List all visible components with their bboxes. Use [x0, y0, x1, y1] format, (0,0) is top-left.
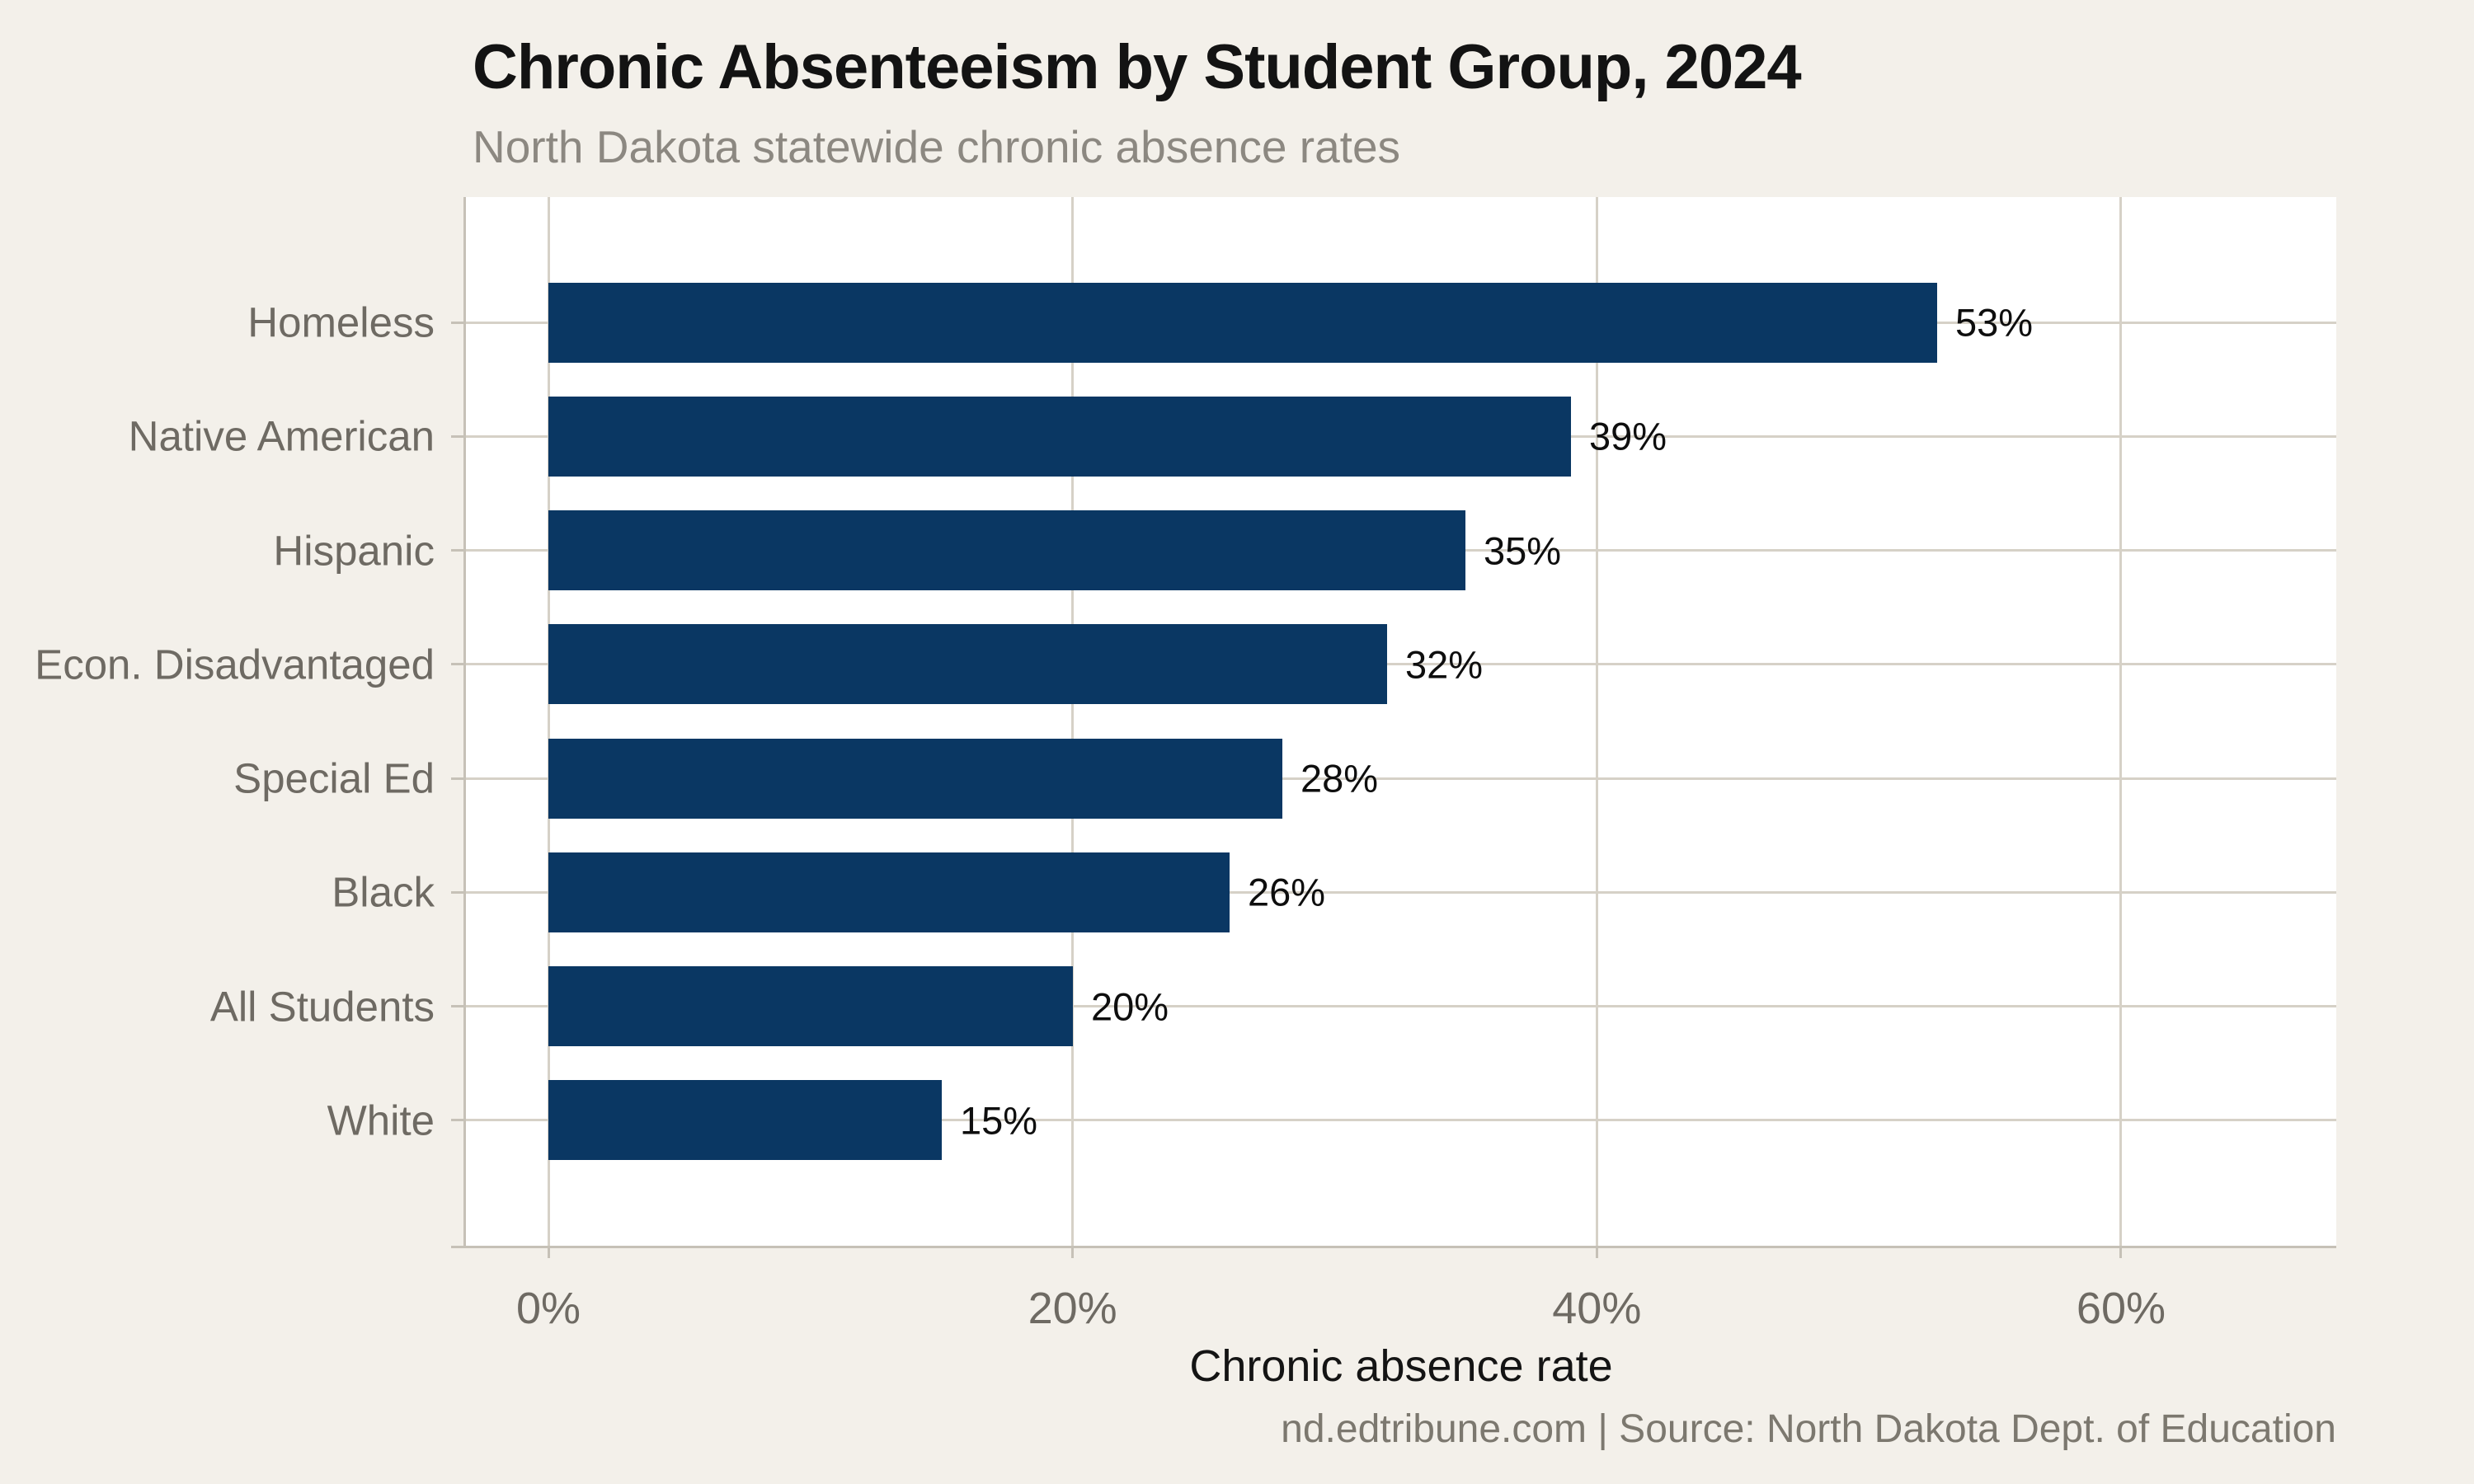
- bar-value-label: 20%: [1091, 984, 1169, 1029]
- horizontal-gridline: [466, 663, 2336, 666]
- vertical-gridline: [547, 197, 550, 1246]
- y-tick-label: Hispanic: [273, 527, 435, 575]
- vertical-gridline: [1595, 197, 1598, 1246]
- y-axis-line: [463, 197, 466, 1248]
- chart-subtitle: North Dakota statewide chronic absence r…: [473, 121, 1401, 172]
- y-tick-label: Black: [332, 868, 435, 916]
- source-caption: nd.edtribune.com | Source: North Dakota …: [1281, 1407, 2336, 1451]
- bar-value-label: 53%: [1955, 300, 2034, 345]
- horizontal-gridline: [466, 777, 2336, 780]
- horizontal-gridline: [466, 1119, 2336, 1122]
- x-tick-mark: [547, 1246, 550, 1258]
- horizontal-gridline: [466, 1005, 2336, 1008]
- vertical-gridline: [1071, 197, 1075, 1246]
- bar-value-label: 35%: [1484, 528, 1562, 573]
- y-tick-mark: [451, 434, 466, 438]
- plot-area: 53% 39% 35% 32% 28% 26% 20% 15%: [451, 197, 2336, 1258]
- x-axis-line: [451, 1246, 2336, 1248]
- bar-value-label: 15%: [960, 1098, 1038, 1143]
- x-tick-label: 20%: [1028, 1284, 1117, 1333]
- y-tick-label: All Students: [209, 983, 435, 1031]
- y-tick-mark: [451, 1119, 466, 1122]
- y-tick-mark: [451, 321, 466, 324]
- vertical-gridline: [2119, 197, 2123, 1246]
- horizontal-gridline: [466, 890, 2336, 894]
- chart-title: Chronic Absenteeism by Student Group, 20…: [473, 32, 1802, 102]
- bar-value-label: 39%: [1589, 414, 1667, 458]
- bar: [548, 739, 1282, 819]
- y-tick-label: Econ. Disadvantaged: [35, 641, 435, 688]
- x-tick-mark: [1595, 1246, 1598, 1258]
- x-axis-title: Chronic absence rate: [1189, 1341, 1613, 1391]
- y-tick-mark: [451, 777, 466, 780]
- bar: [548, 510, 1465, 590]
- x-tick-mark: [1071, 1246, 1075, 1258]
- y-tick-mark: [451, 663, 466, 666]
- bar-value-label: 26%: [1248, 870, 1326, 914]
- y-tick-label: Special Ed: [233, 754, 435, 802]
- y-tick-label: Homeless: [247, 298, 435, 346]
- y-tick-label: Native American: [128, 412, 435, 460]
- x-tick-label: 40%: [1552, 1284, 1642, 1333]
- y-tick-mark: [451, 549, 466, 552]
- bar: [548, 624, 1387, 704]
- bar-value-label: 32%: [1405, 642, 1484, 687]
- x-tick-label: 60%: [2076, 1284, 2166, 1333]
- y-tick-mark: [451, 1005, 466, 1008]
- bar-value-label: 28%: [1300, 756, 1379, 801]
- bar: [548, 852, 1230, 932]
- bar: [548, 1080, 942, 1160]
- x-tick-label: 0%: [515, 1284, 581, 1333]
- bar: [548, 966, 1073, 1046]
- bar: [548, 283, 1937, 363]
- y-tick-label: White: [327, 1097, 435, 1144]
- y-tick-mark: [451, 890, 466, 894]
- x-tick-mark: [2119, 1246, 2123, 1258]
- bar: [548, 397, 1571, 477]
